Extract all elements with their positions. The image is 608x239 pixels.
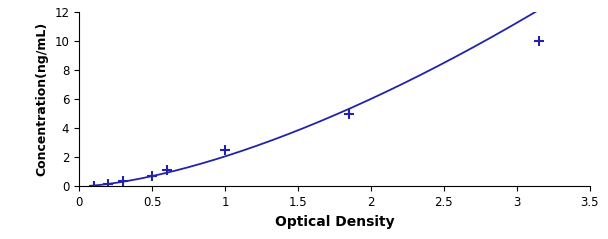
Y-axis label: Concentration(ng/mL): Concentration(ng/mL) (36, 22, 49, 176)
X-axis label: Optical Density: Optical Density (275, 215, 394, 229)
